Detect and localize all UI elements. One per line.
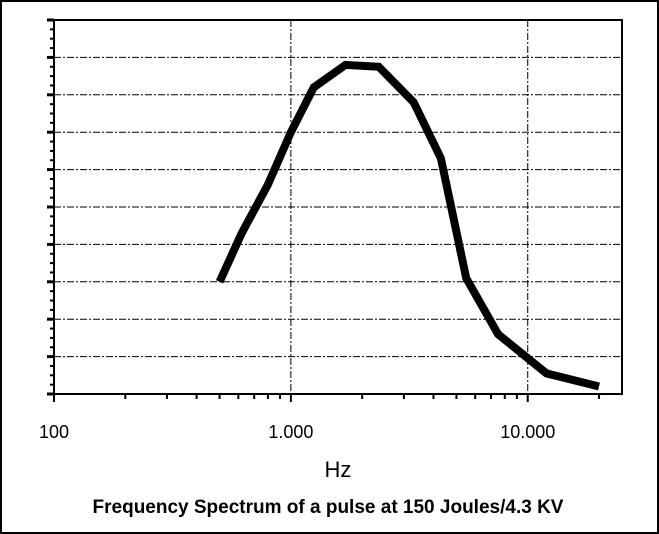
series-layer: [215, 60, 600, 391]
chart-caption: Frequency Spectrum of a pulse at 150 Jou…: [93, 497, 564, 518]
x-axis-label: Hz: [325, 457, 352, 482]
series-line: [215, 60, 600, 391]
horizontal-gridlines: [54, 56, 622, 358]
vertical-gridlines: [290, 20, 529, 394]
x-tick-label: 100: [39, 422, 69, 442]
x-axis-ticks: [53, 394, 601, 402]
x-tick-label: 1.000: [268, 422, 313, 442]
y-axis-ticks: [47, 18, 54, 396]
x-tick-label: 10.000: [500, 422, 555, 442]
x-axis-tick-labels: 100 1.000 10.000: [39, 422, 555, 442]
